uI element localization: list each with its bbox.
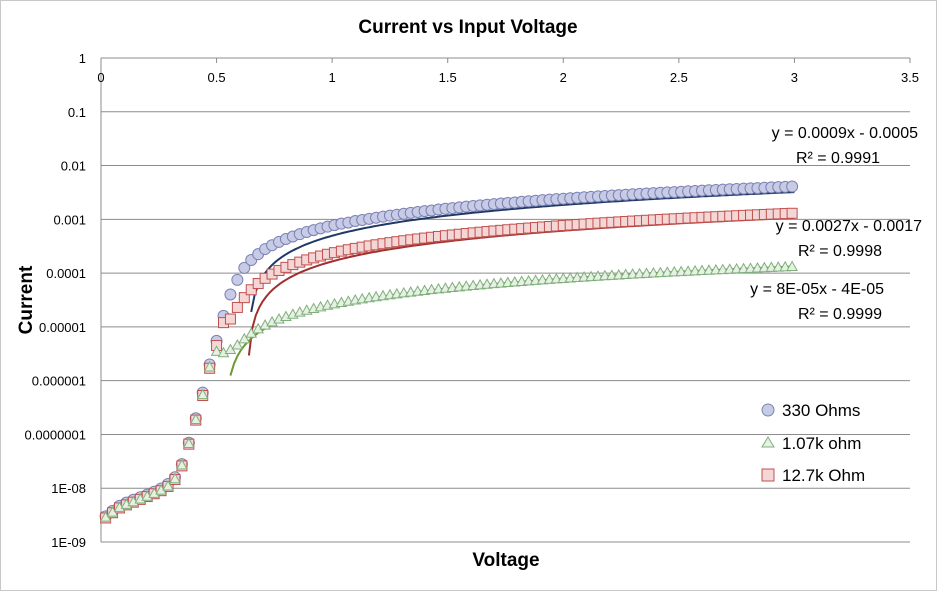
trendline [247, 216, 795, 356]
series-points [100, 207, 798, 524]
series-points [99, 260, 798, 522]
data-point [224, 288, 237, 301]
y-tick-label: 1 [79, 51, 86, 66]
y-tick-label: 0.000001 [32, 374, 86, 389]
data-point [182, 437, 195, 448]
y-tick-label: 1E-08 [51, 481, 86, 496]
legend-label-1k07: 1.07k ohm [782, 434, 861, 453]
x-tick-label: 2 [560, 70, 567, 85]
data-point [238, 292, 250, 304]
data-point [231, 338, 244, 350]
y-tick-label: 1E-09 [51, 535, 86, 550]
y-tick-label: 0.001 [53, 212, 86, 227]
data-point [238, 332, 251, 344]
legend-label-12k7: 12.7k Ohm [782, 466, 865, 485]
x-tick-label: 1.5 [439, 70, 457, 85]
grid [100, 57, 911, 543]
x-tick-label: 3.5 [901, 70, 919, 85]
trendline-equation-330: y = 0.0009x - 0.0005 [772, 125, 918, 142]
x-tick-label: 3 [791, 70, 798, 85]
data-point [224, 313, 236, 325]
data-point [169, 472, 181, 484]
y-tick-label: 0.1 [68, 105, 86, 120]
data-point [176, 458, 188, 470]
x-tick-labels: 0 0.5 1 1.5 2 2.5 3 3.5 [97, 70, 919, 85]
data-point [786, 207, 798, 219]
legend-marker-12k7 [761, 468, 775, 482]
y-axis-title: Current [16, 265, 37, 334]
chart-title: Current vs Input Voltage [358, 17, 577, 38]
data-point [210, 345, 223, 356]
data-point [196, 388, 209, 400]
data-point [786, 260, 798, 272]
legend-marker-330 [761, 403, 775, 417]
trendline-r2-12k7: R² = 0.9998 [798, 243, 882, 260]
trendline-equation-12k7: y = 0.0027x - 0.0017 [776, 218, 922, 235]
data-point [231, 273, 244, 286]
data-point [99, 511, 112, 522]
data-point [231, 301, 243, 313]
trendline-labels: y = 0.0009x - 0.0005 R² = 0.9991 y = 0.0… [750, 125, 922, 323]
legend-marker-1k07 [761, 436, 775, 448]
legend: 330 Ohms 1.07k ohm 12.7k Ohm [761, 401, 865, 485]
series-points [99, 180, 799, 523]
trendline-r2-330: R² = 0.9991 [796, 150, 880, 167]
data-point [786, 180, 799, 193]
data-points [99, 180, 799, 524]
data-point [162, 479, 174, 491]
x-axis-title: Voltage [472, 550, 539, 571]
y-tick-label: 0.0000001 [25, 427, 86, 442]
trendline-equation-1k07: y = 8E-05x - 4E-05 [750, 281, 884, 298]
x-tick-label: 1 [329, 70, 336, 85]
x-tick-label: 2.5 [670, 70, 688, 85]
data-point [245, 284, 257, 296]
y-tick-labels: 1 0.1 0.01 0.001 0.0001 0.00001 0.000001 0.0000… [25, 51, 86, 550]
y-tick-label: 0.00001 [39, 320, 86, 335]
y-tick-label: 0.0001 [46, 266, 86, 281]
data-point [203, 360, 216, 372]
x-tick-label: 0.5 [208, 70, 226, 85]
x-tick-label: 0 [97, 70, 104, 85]
y-tick-label: 0.01 [61, 159, 86, 174]
legend-label-330: 330 Ohms [782, 401, 860, 420]
trendline-r2-1k07: R² = 0.9999 [798, 306, 882, 323]
data-point [238, 261, 251, 274]
data-point [189, 413, 202, 424]
